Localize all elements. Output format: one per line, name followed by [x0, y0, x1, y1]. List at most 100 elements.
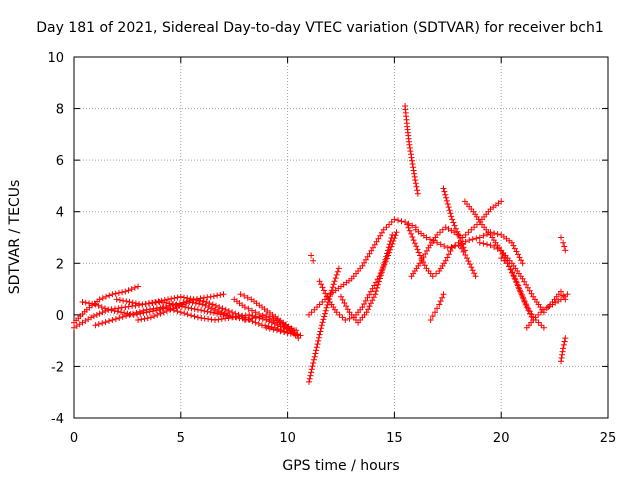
data-marker	[255, 320, 262, 327]
data-marker	[378, 229, 385, 236]
data-marker	[535, 319, 542, 326]
data-marker	[112, 316, 119, 322]
data-marker	[409, 157, 415, 164]
data-marker	[447, 248, 454, 254]
data-marker	[256, 313, 263, 320]
data-marker	[454, 228, 461, 235]
data-marker	[116, 315, 123, 321]
data-marker	[469, 267, 476, 274]
data-marker	[322, 310, 328, 317]
data-marker	[430, 237, 437, 244]
data-point	[177, 309, 184, 316]
data-marker	[149, 299, 155, 306]
data-marker	[346, 315, 353, 322]
data-point	[440, 185, 447, 192]
data-marker	[415, 249, 422, 256]
data-marker	[245, 316, 252, 323]
data-marker	[244, 294, 251, 301]
data-marker	[132, 300, 139, 307]
data-marker	[204, 308, 211, 315]
data-marker	[170, 305, 177, 312]
data-marker	[365, 306, 372, 313]
data-marker	[85, 316, 92, 323]
data-marker	[181, 310, 188, 317]
data-point	[186, 299, 193, 305]
data-marker	[406, 227, 413, 234]
data-point	[414, 190, 421, 197]
data-marker	[103, 293, 109, 300]
data-point	[562, 296, 569, 303]
data-marker	[153, 305, 160, 312]
data-point	[308, 252, 315, 259]
data-marker	[145, 300, 152, 307]
data-point	[487, 242, 494, 249]
data-marker	[527, 310, 533, 317]
data-marker	[412, 177, 419, 184]
data-marker	[309, 363, 316, 370]
data-marker	[119, 289, 126, 296]
data-marker	[385, 244, 392, 251]
data-marker	[538, 309, 545, 316]
data-marker	[357, 306, 364, 313]
data-marker	[196, 300, 202, 307]
data-point	[562, 247, 569, 254]
data-marker	[513, 279, 520, 286]
data-marker	[154, 311, 161, 318]
data-marker	[90, 313, 97, 320]
data-point	[464, 255, 470, 262]
data-point	[203, 299, 210, 305]
data-point	[259, 322, 265, 329]
data-marker	[308, 369, 315, 376]
data-marker	[315, 334, 322, 341]
data-marker	[274, 322, 281, 329]
data-marker	[413, 243, 420, 250]
data-marker	[225, 308, 232, 314]
data-marker	[334, 268, 341, 275]
data-marker	[447, 210, 454, 217]
data-point	[118, 309, 124, 316]
data-marker	[241, 292, 248, 299]
data-marker	[508, 269, 515, 276]
data-marker	[245, 305, 252, 312]
data-marker	[491, 244, 498, 250]
data-marker	[451, 243, 458, 250]
data-marker	[181, 294, 187, 301]
data-marker	[445, 251, 452, 258]
data-marker	[252, 319, 259, 326]
data-point	[126, 299, 133, 305]
data-point	[212, 306, 218, 313]
data-marker	[136, 300, 143, 307]
data-point	[135, 283, 142, 290]
data-marker	[437, 298, 444, 305]
data-marker	[197, 297, 203, 304]
data-marker	[370, 294, 377, 301]
data-marker	[381, 259, 388, 266]
x-tick-label: 20	[493, 431, 510, 446]
data-point	[199, 301, 206, 308]
data-marker	[409, 234, 416, 240]
data-marker	[131, 284, 138, 291]
data-marker	[318, 325, 325, 332]
data-point	[523, 304, 530, 311]
data-marker	[157, 310, 164, 317]
data-marker	[93, 311, 100, 318]
data-marker	[86, 300, 92, 307]
data-marker	[111, 308, 118, 314]
data-marker	[378, 269, 385, 276]
data-marker	[506, 263, 513, 270]
data-point	[449, 216, 456, 223]
data-marker	[555, 298, 562, 305]
data-marker	[368, 247, 375, 254]
data-marker	[509, 270, 516, 276]
data-point	[410, 237, 417, 244]
data-point	[224, 311, 231, 318]
data-marker	[441, 243, 448, 250]
data-point	[109, 317, 116, 323]
y-axis-label: SDTVAR / TECUs	[7, 179, 23, 295]
data-point	[558, 234, 564, 241]
data-marker	[188, 312, 195, 319]
data-marker	[485, 208, 492, 215]
data-point	[444, 201, 451, 207]
y-tick-label: 0	[56, 309, 64, 324]
data-point	[338, 293, 344, 300]
